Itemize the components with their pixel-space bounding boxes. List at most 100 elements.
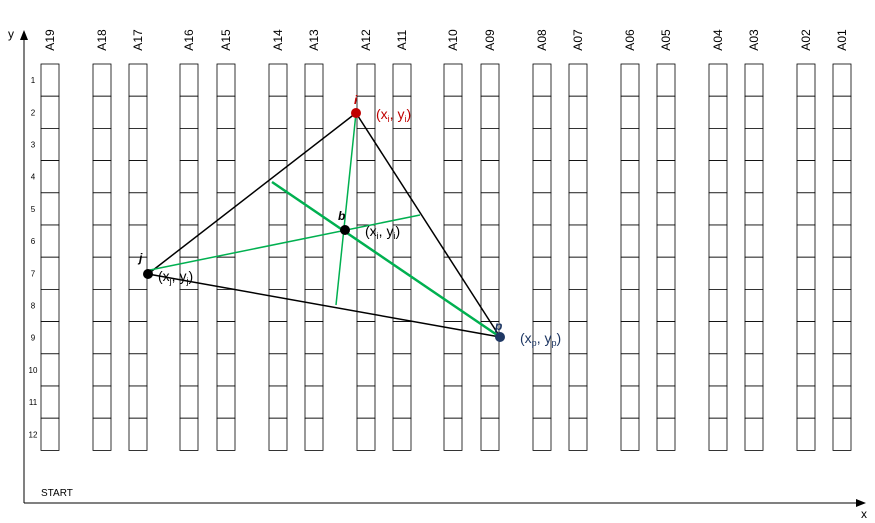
- shelf-cell: [796, 256, 816, 290]
- column-label: A08: [535, 29, 549, 51]
- x-axis-arrow: [856, 499, 866, 507]
- shelf-cell: [128, 417, 148, 451]
- shelf-cell: [268, 192, 288, 226]
- shelf-cell: [568, 385, 588, 419]
- row-label: 12: [29, 430, 38, 439]
- y-axis-label: y: [8, 27, 14, 41]
- shelf-cell: [40, 417, 60, 451]
- point-i-dot: [351, 108, 361, 118]
- shelf-column: [568, 63, 588, 451]
- shelf-cell: [656, 321, 676, 355]
- shelf-cell: [832, 127, 852, 161]
- shelf-cell: [568, 95, 588, 129]
- column-label: A16: [182, 29, 196, 51]
- shelf-cell: [179, 127, 199, 161]
- shelf-cell: [40, 127, 60, 161]
- shelf-cell: [443, 192, 463, 226]
- shelf-column: [356, 63, 376, 451]
- shelf-cell: [744, 353, 764, 387]
- shelf-cell: [268, 256, 288, 290]
- shelf-cell: [532, 417, 552, 451]
- shelf-cell: [356, 417, 376, 451]
- row-label: 11: [29, 398, 38, 407]
- point-b: b (xi, yi): [338, 209, 400, 241]
- shelf-cell: [620, 127, 640, 161]
- shelf-cell: [744, 321, 764, 355]
- green-lines: [149, 112, 501, 339]
- shelf-cell: [796, 224, 816, 258]
- shelf-cell: [832, 192, 852, 226]
- shelf-cell: [179, 224, 199, 258]
- shelf-cell: [40, 224, 60, 258]
- shelf-cell: [796, 288, 816, 322]
- shelf-cell: [216, 63, 236, 97]
- shelf-cell: [744, 192, 764, 226]
- shelf-cell: [744, 63, 764, 97]
- shelf-cell: [532, 288, 552, 322]
- shelf-cell: [532, 385, 552, 419]
- row-label: 8: [31, 302, 36, 311]
- shelf-cell: [216, 95, 236, 129]
- shelf-column: [216, 63, 236, 451]
- shelf-cell: [216, 385, 236, 419]
- shelf-cell: [356, 288, 376, 322]
- shelf-cell: [304, 95, 324, 129]
- shelf-cell: [480, 353, 500, 387]
- shelf-cell: [744, 95, 764, 129]
- shelf-cell: [620, 160, 640, 194]
- column-label: A07: [571, 29, 585, 51]
- shelf-cell: [392, 385, 412, 419]
- shelf-cell: [443, 224, 463, 258]
- shelf-column: [832, 63, 852, 451]
- shelf-cell: [179, 160, 199, 194]
- shelf-cell: [656, 353, 676, 387]
- shelf-cell: [304, 127, 324, 161]
- column-label: A04: [711, 29, 725, 51]
- shelf-grid: [40, 63, 852, 451]
- shelf-cell: [568, 63, 588, 97]
- column-label: A18: [95, 29, 109, 51]
- shelf-cell: [656, 224, 676, 258]
- shelf-cell: [832, 256, 852, 290]
- green-line-j-b: [149, 214, 421, 271]
- shelf-cell: [443, 63, 463, 97]
- point-p-letter: p: [494, 319, 502, 333]
- triangle: [147, 112, 501, 338]
- shelf-cell: [744, 288, 764, 322]
- column-label: A14: [271, 29, 285, 51]
- shelf-cell: [92, 63, 112, 97]
- shelf-cell: [128, 63, 148, 97]
- shelf-cell: [268, 160, 288, 194]
- shelf-cell: [480, 256, 500, 290]
- shelf-cell: [216, 288, 236, 322]
- x-axis-label: x: [861, 507, 867, 521]
- shelf-cell: [216, 160, 236, 194]
- shelf-cell: [656, 127, 676, 161]
- shelf-cell: [568, 288, 588, 322]
- row-label: 1: [31, 76, 36, 85]
- shelf-cell: [40, 288, 60, 322]
- shelf-cell: [744, 256, 764, 290]
- shelf-cell: [128, 288, 148, 322]
- shelf-cell: [92, 417, 112, 451]
- column-label: A05: [659, 29, 673, 51]
- shelf-cell: [620, 417, 640, 451]
- shelf-cell: [304, 192, 324, 226]
- shelf-cell: [268, 95, 288, 129]
- shelf-cell: [620, 224, 640, 258]
- column-label: A19: [43, 29, 57, 51]
- row-label: 4: [31, 173, 36, 182]
- shelf-cell: [40, 385, 60, 419]
- shelf-cell: [744, 224, 764, 258]
- point-b-coord: (xi, yi): [365, 223, 400, 241]
- shelf-cell: [568, 321, 588, 355]
- shelf-cell: [92, 321, 112, 355]
- shelf-cell: [656, 417, 676, 451]
- shelf-cell: [304, 417, 324, 451]
- shelf-cell: [40, 63, 60, 97]
- edge-i-j: [147, 112, 357, 275]
- shelf-column: [443, 63, 463, 451]
- shelf-cell: [92, 353, 112, 387]
